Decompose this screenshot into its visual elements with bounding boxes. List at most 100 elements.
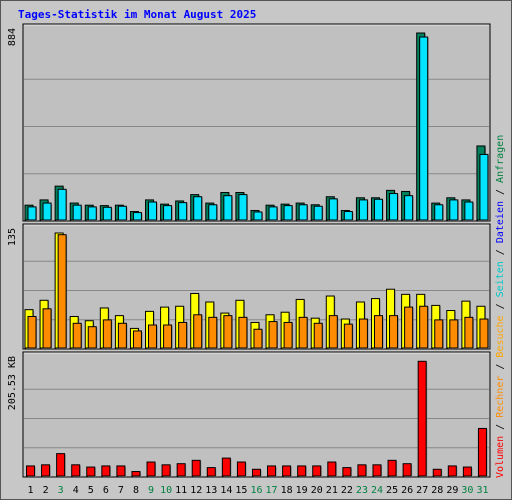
legend-entry: Anfragen (495, 135, 506, 183)
bar-volumen-day-2 (41, 464, 51, 477)
bar-besuche-day-31 (479, 318, 489, 349)
bar-dateien-day-25 (389, 193, 399, 221)
x-tick-label-day-24: 24 (371, 485, 383, 496)
bar-dateien-day-19 (298, 204, 308, 221)
series-legend: Volumen / Rechner / Besuche / Seiten / D… (495, 135, 506, 478)
x-tick-label-day-4: 4 (73, 485, 79, 496)
bar-volumen-day-14 (221, 457, 231, 477)
bar-volumen-day-25 (387, 459, 397, 477)
panel-1-background (22, 23, 491, 222)
bar-volumen-day-1 (26, 465, 35, 477)
legend-entry: Seiten (495, 261, 506, 297)
bar-besuche-day-14 (223, 315, 233, 349)
bar-dateien-day-30 (464, 201, 474, 221)
x-tick-label-day-18: 18 (281, 485, 293, 496)
x-tick-label-day-3: 3 (58, 485, 64, 496)
bar-dateien-day-24 (373, 198, 383, 221)
bar-volumen-day-16 (251, 468, 261, 477)
bar-besuche-day-4 (72, 322, 82, 349)
bar-besuche-day-5 (87, 326, 97, 349)
bar-besuche-day-27 (419, 305, 429, 349)
bar-dateien-day-1 (27, 206, 37, 221)
bar-besuche-day-11 (178, 321, 188, 349)
bar-volumen-day-31 (477, 427, 487, 477)
bar-volumen-day-4 (71, 464, 81, 477)
x-tick-label-day-5: 5 (88, 485, 94, 496)
legend-entry: Rechner (495, 376, 506, 418)
bar-volumen-day-30 (462, 466, 472, 477)
panel-1-max-label: 884 (7, 28, 18, 46)
bar-dateien-day-8 (132, 212, 142, 221)
bar-dateien-day-2 (42, 202, 52, 221)
bar-besuche-day-29 (449, 319, 459, 349)
bar-dateien-day-31 (479, 153, 489, 221)
x-tick-label-day-14: 14 (220, 485, 232, 496)
bar-besuche-day-12 (193, 314, 203, 349)
bar-volumen-day-15 (236, 461, 246, 477)
bar-besuche-day-1 (27, 315, 37, 349)
legend-entry: / (495, 183, 506, 201)
legend-entry: / (495, 243, 506, 261)
x-tick-label-day-13: 13 (205, 485, 217, 496)
x-tick-label-day-8: 8 (133, 485, 139, 496)
bar-dateien-day-10 (163, 205, 173, 221)
bar-dateien-day-6 (102, 206, 112, 221)
x-tick-label-day-26: 26 (401, 485, 413, 496)
bar-dateien-day-3 (57, 188, 67, 221)
bar-volumen-day-17 (267, 465, 277, 477)
bar-volumen-day-7 (116, 465, 126, 477)
bar-besuche-day-17 (268, 321, 278, 349)
x-tick-label-day-15: 15 (235, 485, 247, 496)
bar-dateien-day-18 (283, 205, 293, 221)
bar-volumen-day-21 (327, 461, 337, 477)
legend-entry: / (495, 297, 506, 315)
bar-besuche-day-20 (313, 322, 323, 349)
bar-dateien-day-17 (268, 206, 278, 221)
bar-besuche-day-19 (298, 316, 308, 349)
bar-volumen-day-26 (402, 463, 412, 477)
x-tick-label-day-9: 9 (148, 485, 154, 496)
bar-besuche-day-30 (464, 316, 474, 349)
bar-besuche-day-18 (283, 321, 293, 349)
bar-besuche-day-25 (389, 315, 399, 349)
legend-entry: / (495, 358, 506, 376)
legend-entry: Volumen (495, 436, 506, 478)
bar-besuche-day-26 (404, 306, 414, 349)
bar-dateien-day-29 (449, 199, 459, 221)
bar-besuche-day-2 (42, 308, 52, 349)
panel-3-max-label: 205.53 KB (7, 356, 18, 410)
bar-dateien-day-12 (193, 196, 203, 221)
bar-dateien-day-23 (358, 199, 368, 221)
x-tick-label-day-20: 20 (311, 485, 323, 496)
x-tick-label-day-19: 19 (296, 485, 308, 496)
bar-besuche-day-24 (373, 315, 383, 349)
bar-besuche-day-28 (434, 319, 444, 349)
x-tick-label-day-12: 12 (190, 485, 202, 496)
x-tick-label-day-7: 7 (118, 485, 124, 496)
panel-3-background (22, 351, 491, 478)
bar-volumen-day-27 (417, 360, 427, 477)
bar-volumen-day-13 (206, 467, 216, 477)
x-tick-label-day-31: 31 (476, 485, 488, 496)
x-tick-label-day-1: 1 (28, 485, 34, 496)
legend-entry: / (495, 418, 506, 436)
bar-besuche-day-21 (328, 315, 338, 349)
bar-besuche-day-23 (358, 318, 368, 349)
bar-volumen-day-9 (146, 461, 156, 477)
x-tick-label-day-23: 23 (356, 485, 368, 496)
bar-dateien-day-13 (208, 204, 218, 221)
bar-volumen-day-6 (101, 465, 111, 477)
bar-volumen-day-12 (191, 459, 201, 477)
bar-volumen-day-10 (161, 464, 171, 477)
bar-volumen-day-19 (297, 465, 307, 477)
bar-volumen-day-22 (342, 467, 352, 477)
bar-dateien-day-7 (117, 205, 127, 221)
bar-dateien-day-27 (419, 36, 429, 221)
bar-dateien-day-9 (148, 201, 158, 221)
x-tick-label-day-29: 29 (446, 485, 458, 496)
bar-volumen-day-28 (432, 468, 442, 477)
legend-entry: Besuche (495, 315, 506, 357)
bar-volumen-day-11 (176, 463, 186, 477)
x-tick-label-day-6: 6 (103, 485, 109, 496)
